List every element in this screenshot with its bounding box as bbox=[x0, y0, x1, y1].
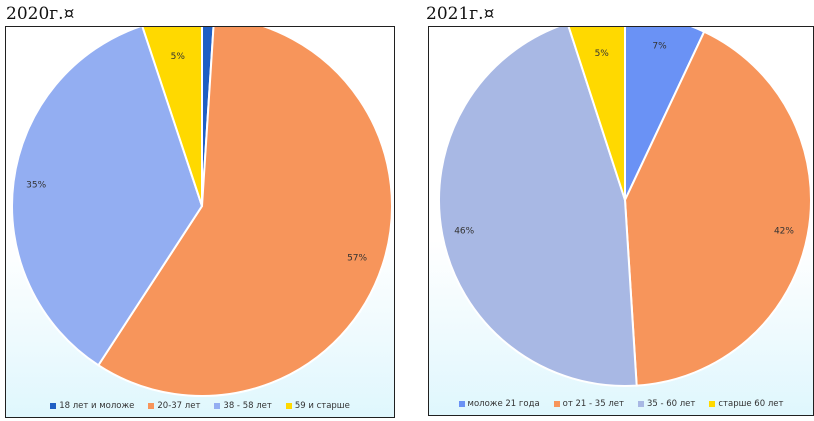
pie-slice-2020-2 bbox=[11, 27, 204, 367]
chart-2020: 2020г.¤ 1% 57% 35% 5% 18 лет и моложе 20-37 … bbox=[0, 0, 400, 421]
legend-label-2020-2: 38 - 58 лет bbox=[223, 401, 272, 411]
legend-2021: моложе 21 года от 21 - 35 лет 35 - 60 лет с… bbox=[429, 399, 813, 409]
legend-item-2020-2: 38 - 58 лет bbox=[214, 401, 272, 411]
slice-label-2020-3: 5% bbox=[171, 52, 186, 62]
legend-label-2021-3: старше 60 лет bbox=[718, 399, 784, 409]
pie-slice-2020-1 bbox=[96, 27, 393, 397]
pie-chart-2020: 1% 57% 35% 5% bbox=[11, 27, 393, 397]
legend-2020: 18 лет и моложе 20-37 лет 38 - 58 лет 59 и … bbox=[6, 401, 394, 411]
legend-item-2021-0: моложе 21 года bbox=[458, 399, 540, 409]
legend-label-2020-3: 59 и старше bbox=[294, 401, 350, 411]
legend-item-2020-0: 18 лет и моложе bbox=[50, 401, 134, 411]
legend-swatch-2020-1 bbox=[148, 403, 155, 409]
legend-swatch-2021-1 bbox=[553, 401, 560, 407]
pie-slice-2021-3 bbox=[567, 27, 626, 201]
legend-label-2020-1: 20-37 лет bbox=[157, 401, 201, 411]
legend-item-2021-1: от 21 - 35 лет bbox=[553, 399, 624, 409]
legend-swatch-2021-0 bbox=[458, 401, 465, 407]
chart-title-2021: 2021г.¤ bbox=[426, 4, 495, 24]
legend-item-2020-3: 59 и старше bbox=[285, 401, 350, 411]
legend-swatch-2021-3 bbox=[709, 401, 716, 407]
slice-label-2020-1: 57% bbox=[347, 253, 367, 263]
slice-label-2021-1: 42% bbox=[774, 226, 794, 236]
chart-title-2020: 2020г.¤ bbox=[6, 4, 75, 24]
slice-label-2021-2: 46% bbox=[454, 227, 474, 237]
legend-item-2021-2: 35 - 60 лет bbox=[637, 399, 696, 409]
pie-slice-2021-1 bbox=[623, 30, 812, 387]
legend-label-2021-2: 35 - 60 лет bbox=[646, 399, 696, 409]
slice-label-2020-2: 35% bbox=[26, 181, 46, 191]
slice-label-2021-0: 7% bbox=[652, 42, 667, 52]
pie-slice-2020-3 bbox=[141, 27, 203, 207]
legend-label-2020-0: 18 лет и моложе bbox=[59, 401, 135, 411]
legend-item-2021-3: старше 60 лет bbox=[709, 399, 783, 409]
slice-label-2020-0: 1% bbox=[201, 27, 216, 30]
legend-item-2020-1: 20-37 лет bbox=[148, 401, 200, 411]
legend-label-2021-0: моложе 21 года bbox=[467, 399, 540, 409]
legend-swatch-2020-2 bbox=[214, 403, 221, 409]
pie-chart-2021: 7% 42% 46% 5% bbox=[438, 27, 812, 387]
chart-frame-2020: 1% 57% 35% 5% 18 лет и моложе 20-37 лет 38 - … bbox=[5, 26, 395, 418]
legend-label-2021-1: от 21 - 35 лет bbox=[562, 399, 624, 409]
legend-swatch-2021-2 bbox=[637, 401, 644, 407]
chart-frame-2021: 7% 42% 46% 5% моложе 21 года от 21 - 35 лет 3… bbox=[428, 26, 814, 416]
slice-label-2021-3: 5% bbox=[595, 49, 610, 59]
pie-slice-2021-2 bbox=[438, 27, 638, 387]
legend-swatch-2020-3 bbox=[285, 403, 292, 409]
chart-2021: 2021г.¤ 7% 42% 46% 5% моложе 21 года от 21 -… bbox=[424, 0, 814, 421]
legend-swatch-2020-0 bbox=[50, 403, 57, 409]
